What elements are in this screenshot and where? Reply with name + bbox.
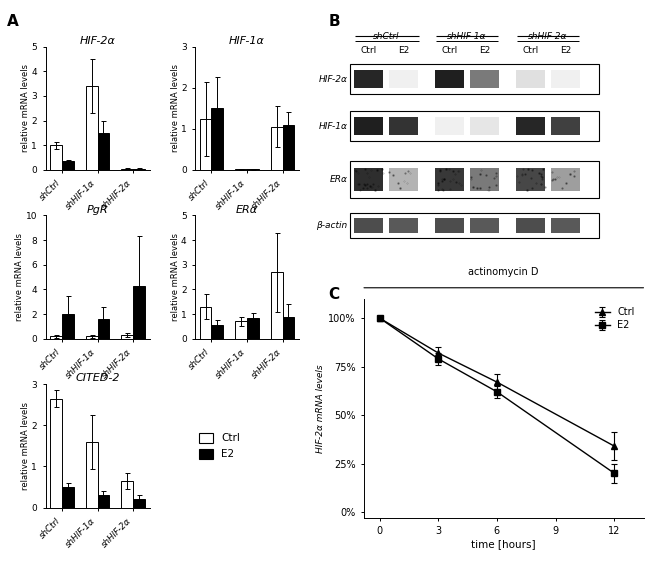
Bar [551,168,580,191]
Legend: Ctrl, E2: Ctrl, E2 [591,304,639,334]
Bar [133,168,145,170]
Bar [435,218,464,233]
Text: HIF-2α: HIF-2α [318,75,347,84]
Title: ERα: ERα [236,205,258,215]
Text: C: C [328,287,339,302]
Y-axis label: HIF-2α mRNA levels: HIF-2α mRNA levels [317,364,326,452]
Bar [354,218,383,233]
Bar [551,117,580,135]
Bar [271,127,283,170]
Text: shHIF-1α: shHIF-1α [447,32,487,41]
Text: actinomycin D: actinomycin D [469,267,539,277]
Bar [247,169,259,170]
Bar [122,481,133,508]
Bar [516,168,545,191]
Text: E2: E2 [398,46,410,55]
Bar [354,71,383,88]
Text: E2: E2 [479,46,490,55]
Bar [98,133,109,170]
Bar [235,321,247,339]
Bar [50,336,62,339]
Bar [133,286,145,339]
Bar [98,319,109,339]
Bar [200,118,211,170]
Bar [389,117,418,135]
Bar [470,117,499,135]
Bar [62,314,73,339]
Bar [271,272,283,339]
Bar [350,112,599,141]
Bar [516,117,545,135]
Bar [350,64,599,94]
X-axis label: time [hours]: time [hours] [471,539,536,549]
Bar [200,307,211,339]
Title: HIF-1α: HIF-1α [229,36,265,46]
Text: ERα: ERα [330,175,347,184]
Bar [211,108,223,170]
Y-axis label: relative mRNA levels: relative mRNA levels [21,64,30,152]
Y-axis label: relative mRNA levels: relative mRNA levels [16,233,24,321]
Bar [62,162,73,170]
Bar [133,498,145,508]
Bar [470,168,499,191]
Text: A: A [6,14,18,29]
Y-axis label: relative mRNA levels: relative mRNA levels [21,402,30,490]
Text: Ctrl: Ctrl [360,46,377,55]
Bar [435,117,464,135]
Bar [283,125,294,170]
Text: shHIF-2α: shHIF-2α [528,32,567,41]
Text: HIF-1α: HIF-1α [318,122,347,131]
Y-axis label: relative mRNA levels: relative mRNA levels [170,233,179,321]
Bar [50,145,62,170]
Bar [86,442,97,508]
Y-axis label: relative mRNA levels: relative mRNA levels [170,64,179,152]
Bar [389,218,418,233]
Bar [122,168,133,170]
Bar [551,218,580,233]
Bar [62,487,73,508]
Text: shCtrl: shCtrl [373,32,399,41]
Title: HIF-2α: HIF-2α [79,36,116,46]
Bar [354,117,383,135]
Bar [389,168,418,191]
Bar [122,335,133,339]
Bar [516,218,545,233]
Bar [354,168,383,191]
Legend: Ctrl, E2: Ctrl, E2 [195,428,244,463]
Title: PgR: PgR [86,205,109,215]
Bar [86,86,97,170]
Bar [551,71,580,88]
Bar [470,218,499,233]
Text: Ctrl: Ctrl [441,46,458,55]
Bar [470,71,499,88]
Bar [98,495,109,508]
Bar [86,336,97,339]
Bar [435,168,464,191]
Bar [247,318,259,339]
Bar [350,161,599,198]
Bar [211,325,223,339]
Bar [350,213,599,238]
Title: CITED-2: CITED-2 [75,373,120,384]
Text: B: B [328,14,340,29]
Bar [50,399,62,508]
Text: β-actin: β-actin [316,221,347,230]
Text: Ctrl: Ctrl [523,46,539,55]
Text: E2: E2 [560,46,571,55]
Bar [235,169,247,170]
Bar [435,71,464,88]
Bar [283,316,294,339]
Bar [516,71,545,88]
Bar [389,71,418,88]
